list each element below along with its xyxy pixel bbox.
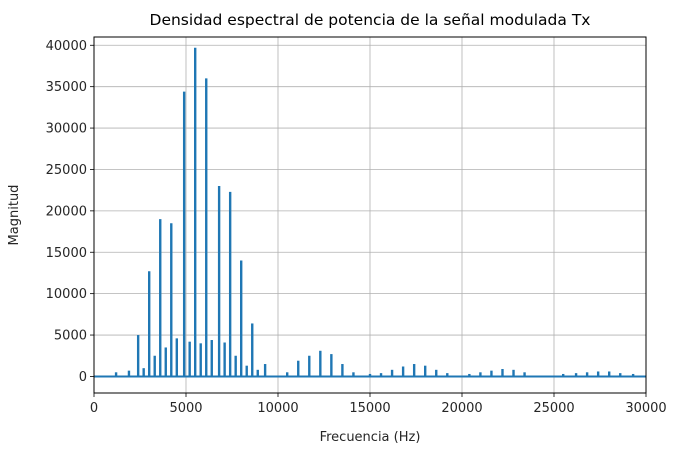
y-tick-label: 20000	[46, 204, 87, 219]
y-tick-label: 0	[79, 370, 87, 385]
x-axis-ticks: 0 5000 10000 15000 20000 25000 30000	[90, 393, 667, 416]
x-axis-title: Frecuencia (Hz)	[320, 430, 421, 445]
y-tick-label: 25000	[46, 163, 87, 178]
x-tick-label: 30000	[625, 401, 666, 416]
x-tick-label: 20000	[441, 401, 482, 416]
y-tick-label: 15000	[46, 246, 87, 261]
y-tick-label: 40000	[46, 39, 87, 54]
y-axis-title: Magnitud	[7, 185, 22, 246]
x-tick-label: 25000	[533, 401, 574, 416]
x-tick-label: 5000	[169, 401, 202, 416]
y-tick-label: 30000	[46, 122, 87, 137]
y-tick-label: 10000	[46, 287, 87, 302]
y-tick-label: 35000	[46, 80, 87, 95]
spectrum-series	[94, 47, 646, 378]
y-axis-ticks: 0 5000 10000 15000 20000 25000 30000 35000 40000	[46, 39, 94, 385]
y-tick-label: 5000	[54, 329, 87, 344]
grid-lines	[93, 37, 647, 393]
x-tick-label: 15000	[349, 401, 390, 416]
chart-title: Densidad espectral de potencia de la señ…	[150, 11, 591, 29]
x-tick-label: 0	[90, 401, 98, 416]
x-tick-label: 10000	[257, 401, 298, 416]
